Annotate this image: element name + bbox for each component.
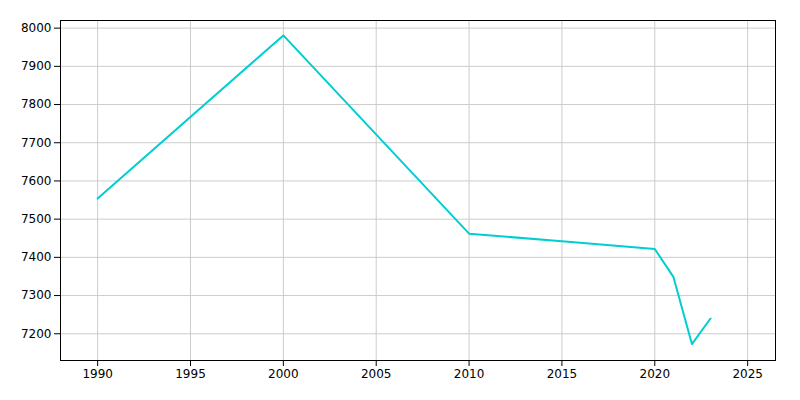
svg-text:1995: 1995 — [175, 367, 206, 381]
svg-text:1990: 1990 — [82, 367, 113, 381]
svg-text:7900: 7900 — [21, 59, 52, 73]
svg-text:7200: 7200 — [21, 327, 52, 341]
svg-text:7800: 7800 — [21, 97, 52, 111]
svg-text:2015: 2015 — [547, 367, 578, 381]
svg-text:7400: 7400 — [21, 250, 52, 264]
svg-text:2020: 2020 — [640, 367, 671, 381]
svg-text:2005: 2005 — [361, 367, 392, 381]
svg-text:2010: 2010 — [454, 367, 485, 381]
svg-text:7600: 7600 — [21, 174, 52, 188]
svg-text:8000: 8000 — [21, 21, 52, 35]
svg-text:7500: 7500 — [21, 212, 52, 226]
svg-text:7700: 7700 — [21, 136, 52, 150]
svg-text:2000: 2000 — [268, 367, 299, 381]
svg-text:2025: 2025 — [732, 367, 763, 381]
svg-text:7300: 7300 — [21, 288, 52, 302]
